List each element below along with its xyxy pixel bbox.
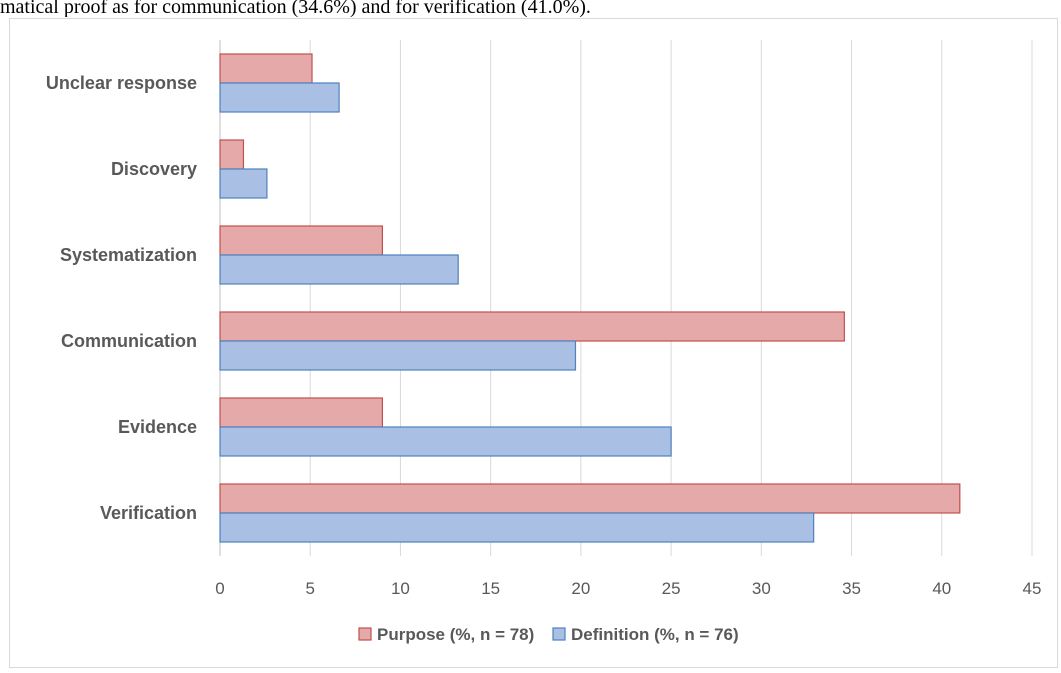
x-tick-label: 0 <box>215 579 224 598</box>
category-label: Evidence <box>118 417 197 437</box>
bar-definition <box>219 426 672 457</box>
x-tick-label: 15 <box>481 579 500 598</box>
category-labels: Verification Evidence Communication Systema… <box>46 73 197 523</box>
bar-purpose <box>219 483 961 514</box>
x-tick-label: 5 <box>305 579 314 598</box>
bar-purpose <box>219 397 383 428</box>
bar-purpose <box>219 225 383 256</box>
bar-definition <box>219 340 577 371</box>
category-label: Discovery <box>111 159 197 179</box>
bar-definition <box>219 512 815 543</box>
x-tick-label: 10 <box>391 579 410 598</box>
legend-label: Purpose (%, n = 78) <box>377 625 534 644</box>
x-tick-label: 25 <box>662 579 681 598</box>
category-label: Systematization <box>60 245 197 265</box>
document-caption-text: matical proof as for communication (34.6… <box>0 0 591 17</box>
legend-swatch <box>358 627 372 641</box>
category-label: Unclear response <box>46 73 197 93</box>
x-tick-labels: 0 5 10 15 20 25 30 35 40 45 <box>215 579 1041 598</box>
bar-purpose <box>219 139 245 170</box>
bar-purpose <box>219 311 845 342</box>
category-label: Communication <box>61 331 197 351</box>
x-tick-label: 30 <box>752 579 771 598</box>
bars <box>219 53 961 543</box>
legend-label: Definition (%, n = 76) <box>571 625 739 644</box>
category-label: Verification <box>100 503 197 523</box>
bar-definition <box>219 254 459 285</box>
gridlines <box>219 40 1033 556</box>
bar-definition <box>219 82 340 113</box>
bar-purpose <box>219 53 313 84</box>
x-tick-label: 45 <box>1023 579 1042 598</box>
legend-swatch <box>552 627 566 641</box>
legend: Purpose (%, n = 78) Definition (%, n = 76… <box>358 625 739 644</box>
bar-definition <box>219 168 268 199</box>
x-tick-label: 35 <box>842 579 861 598</box>
x-tick-label: 40 <box>932 579 951 598</box>
x-tick-label: 20 <box>571 579 590 598</box>
